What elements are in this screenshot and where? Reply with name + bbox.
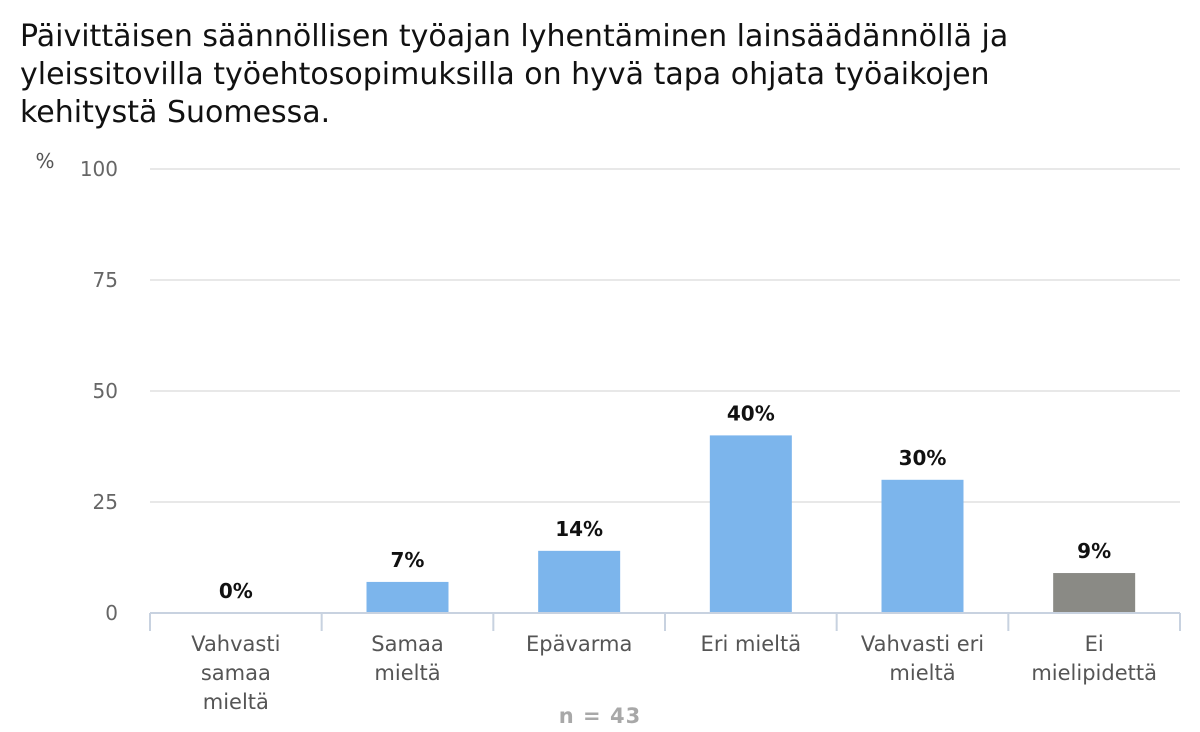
chart-title: Päivittäisen säännöllisen työajan lyhent…	[20, 19, 1009, 130]
x-tick-label-line: Samaa	[371, 632, 443, 656]
bar	[366, 581, 449, 613]
x-tick-label-line: Eri mieltä	[701, 632, 802, 656]
y-tick-label: 0	[105, 601, 118, 625]
bar	[538, 550, 621, 613]
y-tick-label: 75	[93, 268, 118, 292]
y-axis-ticks: 0 25 50 75 100	[80, 157, 118, 625]
x-axis-tick-labels: Vahvasti samaa mieltä Samaa mieltä Epävarma Er…	[191, 632, 1157, 714]
x-tick-label-line: Vahvasti	[191, 632, 280, 656]
x-tick-label: Epävarma	[526, 632, 632, 656]
bar	[709, 435, 792, 613]
x-tick-label: Ei mielipidettä	[1031, 632, 1157, 685]
x-tick-label: Vahvasti samaa mieltä	[191, 632, 280, 714]
y-axis-label: %	[35, 149, 54, 173]
x-axis	[149, 612, 1181, 631]
x-tick-label: Samaa mieltä	[371, 632, 443, 685]
x-tick-label: Vahvasti eri mieltä	[861, 632, 984, 685]
sample-size-label: n = 43	[558, 704, 642, 728]
bar	[1053, 573, 1136, 613]
data-label: 14%	[555, 517, 603, 541]
data-label: 30%	[899, 446, 947, 470]
data-label: 7%	[391, 548, 425, 572]
x-tick-label-line: mieltä	[203, 690, 269, 714]
x-tick-label-line: Vahvasti eri	[861, 632, 984, 656]
y-tick-label: 100	[80, 157, 118, 181]
x-tick-label-line: samaa	[201, 661, 271, 685]
gridlines	[150, 168, 1180, 503]
x-tick-label-line: Epävarma	[526, 632, 632, 656]
bars	[366, 435, 1136, 613]
data-label: 9%	[1077, 539, 1111, 563]
x-tick-label-line: mieltä	[889, 661, 955, 685]
data-label: 40%	[727, 401, 775, 425]
x-tick-label: Eri mieltä	[701, 632, 802, 656]
data-label: 0%	[219, 579, 253, 603]
x-tick-label-line: mielipidettä	[1031, 661, 1157, 685]
y-tick-label: 25	[93, 490, 118, 514]
x-tick-label-line: mieltä	[374, 661, 440, 685]
data-labels: 0% 7% 14% 40% 30% 9%	[219, 401, 1111, 603]
y-tick-label: 50	[93, 379, 118, 403]
x-tick-label-line: Ei	[1085, 632, 1104, 656]
bar	[881, 479, 964, 613]
